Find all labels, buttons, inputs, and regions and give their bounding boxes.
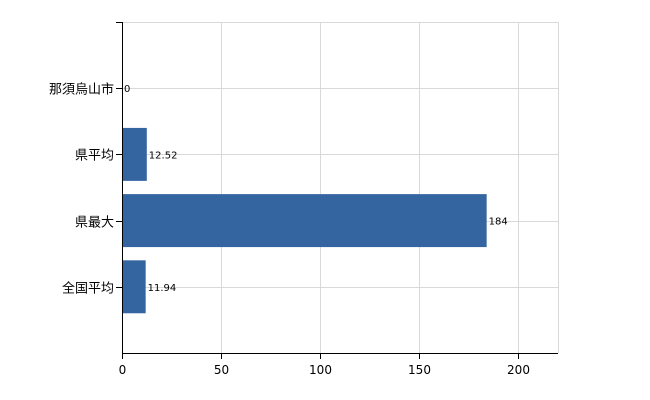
bar: [122, 127, 147, 181]
x-tick-label: 200: [507, 363, 530, 377]
data-label: 12.52: [149, 150, 178, 161]
category-label: 県平均: [75, 149, 114, 164]
x-tick-label: 100: [309, 363, 332, 377]
data-label: 0: [124, 84, 130, 95]
bars-layer: [122, 127, 487, 314]
data-label: 184: [489, 217, 508, 228]
x-tick-label: 0: [119, 363, 127, 377]
x-tick-label: 50: [214, 363, 229, 377]
bar: [122, 194, 487, 248]
x-tick-label: 150: [408, 363, 431, 377]
category-label: 県最大: [75, 216, 114, 231]
grid-layer: [122, 22, 559, 353]
category-label: 全国平均: [62, 281, 114, 297]
data-label: 11.94: [148, 283, 177, 294]
axis-layer: [116, 22, 558, 359]
category-label: 那須烏山市: [49, 82, 114, 98]
bar: [122, 260, 146, 314]
